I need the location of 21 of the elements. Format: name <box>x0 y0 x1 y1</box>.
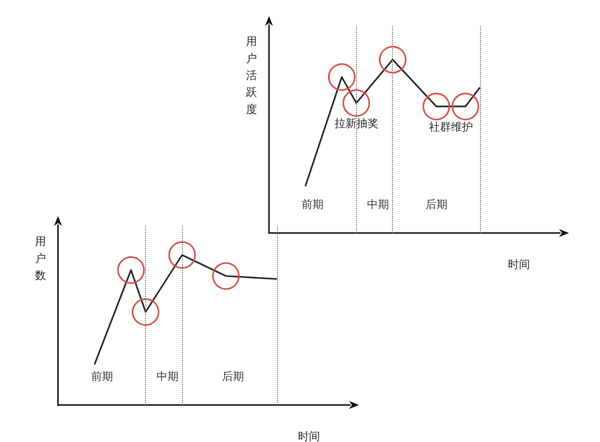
x-axis-title: 时间 <box>298 430 320 442</box>
annotation: 拉新抽奖 <box>334 117 378 130</box>
point <box>452 92 480 120</box>
point <box>212 262 240 290</box>
point <box>168 241 196 269</box>
annotation: 后期 <box>425 198 448 211</box>
annotation: 前期 <box>90 370 113 383</box>
annotation: 前期 <box>302 198 324 211</box>
annotation: 后期 <box>222 370 244 383</box>
point <box>328 63 356 91</box>
annotation: 中期 <box>156 370 178 383</box>
point <box>422 92 450 120</box>
point <box>342 89 370 117</box>
annotation: 社群维护 <box>428 120 473 134</box>
point <box>378 46 406 74</box>
point <box>132 298 160 326</box>
y-axis-title: 用户活跃度 <box>246 35 257 116</box>
point <box>117 256 145 284</box>
x-axis-title: 时间 <box>508 258 530 271</box>
annotation: 中期 <box>367 198 390 211</box>
y-axis-title: 用户数 <box>35 235 46 282</box>
